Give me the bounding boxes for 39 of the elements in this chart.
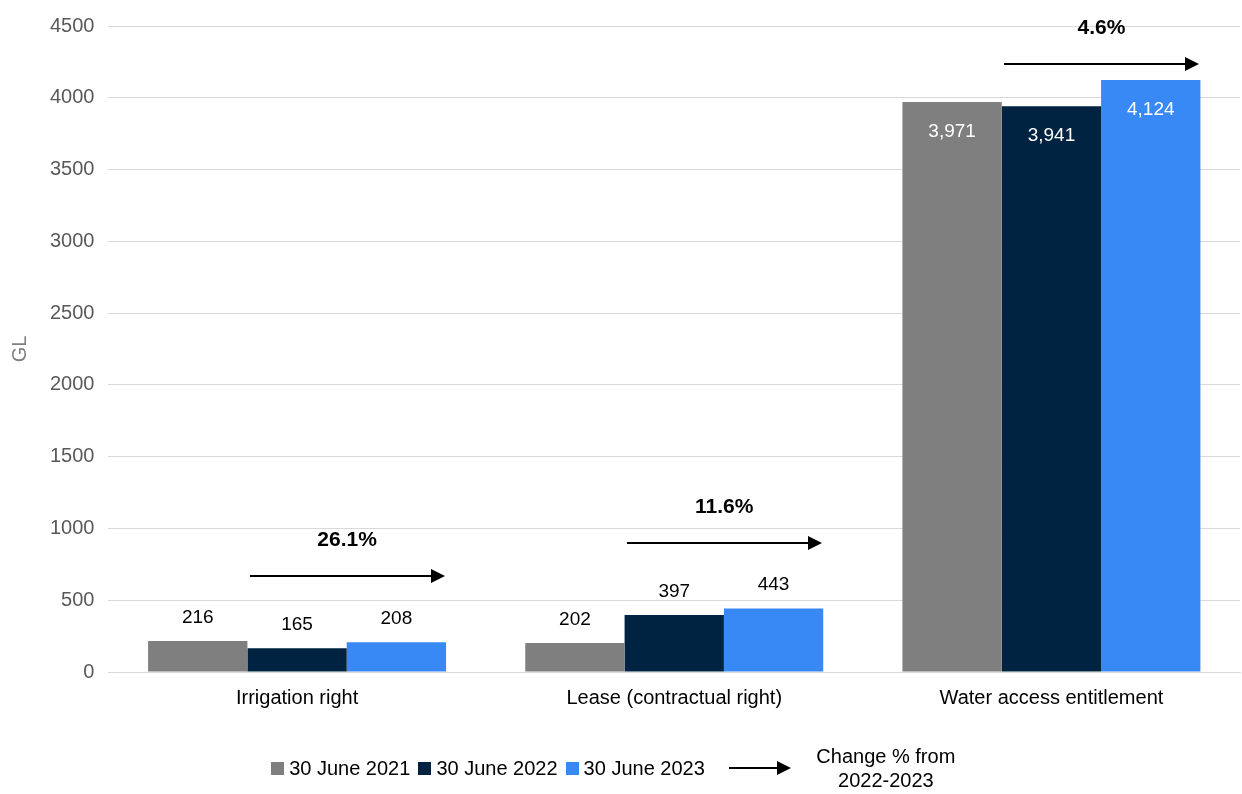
annotation: 11.6%	[695, 494, 754, 518]
annotation: 26.1%	[317, 526, 378, 550]
annotation: 4.6%	[1077, 14, 1126, 38]
bar	[902, 101, 1002, 672]
bar	[723, 608, 824, 672]
y-tick-label: 500	[61, 587, 95, 610]
bar	[148, 640, 248, 672]
y-tick-label: 2500	[49, 300, 95, 323]
bar	[346, 642, 447, 672]
y-axis-title: GL	[7, 335, 30, 363]
x-tick-label: Irrigation right	[235, 685, 359, 708]
y-tick-label: 3500	[49, 157, 95, 180]
bar	[525, 643, 625, 672]
y-tick-label: 0	[83, 659, 95, 682]
data-label: 208	[380, 606, 413, 628]
data-label: 165	[281, 613, 313, 635]
y-tick-label: 2000	[49, 372, 95, 395]
data-label: 3,971	[928, 119, 976, 141]
data-label: 216	[181, 605, 214, 627]
bar	[1101, 79, 1201, 672]
data-label: 397	[658, 579, 691, 601]
data-label: 4,124	[1126, 97, 1175, 119]
y-tick-label: 4000	[49, 85, 95, 108]
text: Change % from 2022-2023	[815, 744, 957, 792]
bar	[247, 648, 347, 672]
y-tick-label: 1000	[49, 515, 95, 538]
y-tick-label: 4500	[49, 13, 95, 36]
y-tick-label: 3000	[49, 228, 95, 251]
legend-label: 30 June 2021	[288, 756, 411, 780]
data-label: 3,941	[1027, 123, 1076, 145]
legend-label: 30 June 2023	[582, 756, 705, 780]
bar	[624, 615, 724, 672]
y-tick-label: 1500	[49, 444, 95, 467]
bar	[1001, 106, 1102, 672]
x-tick-label: Lease (contractual right)	[566, 685, 783, 708]
x-tick-label: Water access entitlement	[939, 685, 1164, 708]
data-label: 443	[757, 573, 790, 595]
legend-label: 30 June 2022	[435, 756, 558, 780]
data-label: 202	[559, 607, 591, 629]
